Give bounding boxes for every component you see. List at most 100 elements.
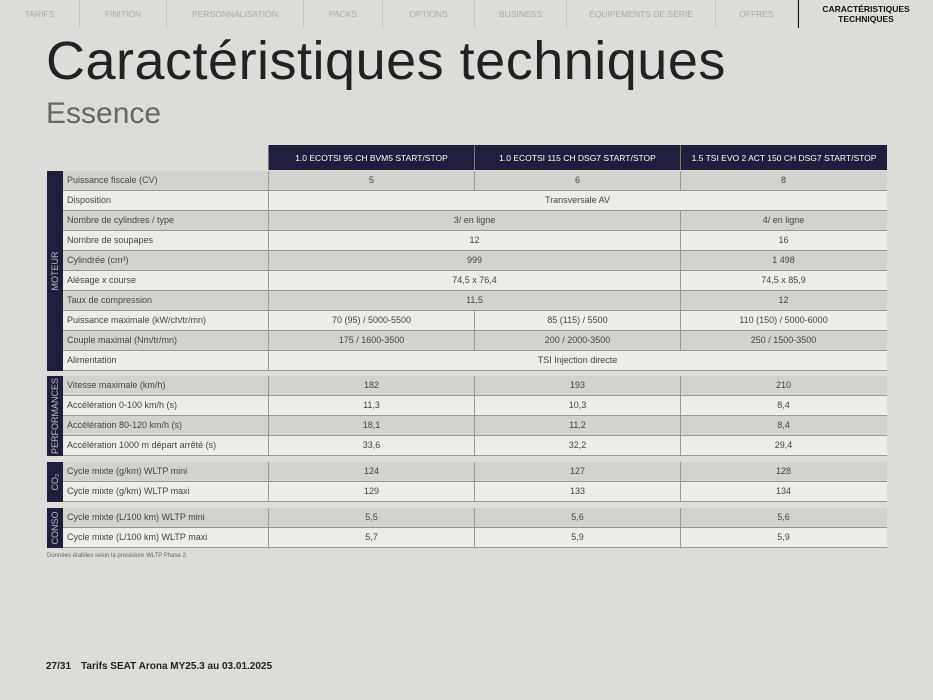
table-row: Alimentation TSI Injection directe	[63, 351, 887, 371]
top-nav: Tarifs Finition Personnalisation Packs Optio…	[0, 0, 933, 28]
section-2: CO₂ Cycle mixte (g/km) WLTP mini 124 127 128…	[47, 462, 887, 502]
cell-value: 70 (95) / 5000-5500	[268, 311, 474, 330]
cell-value: 5	[268, 171, 474, 190]
row-label: Couple maximal (Nm/tr/mn)	[67, 335, 178, 345]
table-row: Cycle mixte (L/100 km) WLTP mini 5,5 5,6 5,…	[63, 508, 887, 528]
table-row: Puissance fiscale (CV) 5 6 8	[63, 171, 887, 191]
nav-tab-1[interactable]: Finition	[80, 0, 167, 28]
cell-value: 10,3	[474, 396, 680, 415]
cell-value: 1 498	[680, 251, 886, 270]
nav-tab-2[interactable]: Personnalisation	[167, 0, 304, 28]
cell-value: 200 / 2000-3500	[474, 331, 680, 350]
row-label: Disposition	[67, 195, 112, 205]
nav-tab-7[interactable]: Offres	[716, 0, 798, 28]
cell-value: 12	[680, 291, 886, 310]
row-label: Cycle mixte (g/km) WLTP mini	[67, 466, 188, 476]
cell-value: 5,6	[680, 508, 886, 527]
cell-value: 129	[268, 482, 474, 501]
page-number: 27/31	[46, 661, 72, 672]
cell-value: 5,6	[474, 508, 680, 527]
cell-value: 33,6	[268, 436, 474, 455]
table-row: Nombre de cylindres / type 3/ en ligne 4/ …	[63, 211, 887, 231]
table-row: Nombre de soupapes 12 16	[63, 231, 887, 251]
table-row: Accélération 80-120 km/h (s) 18,1 11,2 8,4	[63, 416, 887, 436]
cell-value: Transversale AV	[268, 191, 886, 210]
nav-tab-3[interactable]: Packs	[304, 0, 383, 28]
row-label: Accélération 1000 m départ arrêté (s)	[67, 440, 217, 450]
cell-value: 3/ en ligne	[268, 211, 680, 230]
cell-value: 4/ en ligne	[680, 211, 886, 230]
cell-value: 182	[268, 376, 474, 395]
cell-value: 193	[474, 376, 680, 395]
section-0: MOTEUR Puissance fiscale (CV) 5 6 8 Dispositi…	[47, 171, 887, 371]
page-footer: 27/31 Tarifs SEAT Arona MY25.3 au 03.01.2…	[46, 661, 282, 672]
cell-value: 133	[474, 482, 680, 501]
nav-tab-4[interactable]: Options	[383, 0, 475, 28]
cell-value: 32,2	[474, 436, 680, 455]
table-row: Couple maximal (Nm/tr/mn) 175 / 1600-3500…	[63, 331, 887, 351]
cell-value: 8	[680, 171, 886, 190]
nav-tab-5[interactable]: Business	[475, 0, 567, 28]
row-label: Puissance fiscale (CV)	[67, 175, 158, 185]
section-name: CO₂	[50, 473, 60, 491]
cell-value: 250 / 1500-3500	[680, 331, 886, 350]
cell-value: 12	[268, 231, 680, 250]
table-row: Accélération 1000 m départ arrêté (s) 33,…	[63, 436, 887, 456]
engine-header: 1.5 TSI EVO 2 ACT 150 CH DSG7 START/STOP	[680, 145, 887, 170]
cell-value: 128	[680, 462, 886, 481]
cell-value: 5,5	[268, 508, 474, 527]
row-label: Taux de compression	[67, 295, 153, 305]
cell-value: 8,4	[680, 396, 886, 415]
table-row: Cycle mixte (L/100 km) WLTP maxi 5,7 5,9 5,…	[63, 528, 887, 548]
row-label: Alésage x course	[67, 275, 137, 285]
section-label: CONSO	[47, 508, 63, 548]
section-name: CONSO	[50, 511, 60, 545]
table-row: Cylindrée (cm³) 999 1 498	[63, 251, 887, 271]
cell-value: 210	[680, 376, 886, 395]
engine-header: 1.0 ECOTSI 115 CH DSG7 START/STOP	[474, 145, 680, 170]
cell-value: 6	[474, 171, 680, 190]
row-label: Accélération 80-120 km/h (s)	[67, 420, 183, 430]
document-title: Tarifs SEAT Arona MY25.3 au 03.01.2025	[81, 661, 273, 672]
table-row: Disposition Transversale AV	[63, 191, 887, 211]
cell-value: 74,5 x 76,4	[268, 271, 680, 290]
row-label: Alimentation	[67, 355, 117, 365]
table-row: Cycle mixte (g/km) WLTP maxi 129 133 134	[63, 482, 887, 502]
cell-value: 5,9	[474, 528, 680, 547]
section-3: CONSO Cycle mixte (L/100 km) WLTP mini 5,5…	[47, 508, 887, 548]
page-title: Caractéristiques techniques	[46, 31, 726, 91]
cell-value: 134	[680, 482, 886, 501]
cell-value: 16	[680, 231, 886, 250]
row-label: Cycle mixte (g/km) WLTP maxi	[67, 486, 190, 496]
table-row: Vitesse maximale (km/h) 182 193 210	[63, 376, 887, 396]
engine-header: 1.0 ECOTSI 95 CH BVM5 START/STOP	[268, 145, 474, 170]
nav-tab-active[interactable]: CARACTÉRISTIQUES TECHNIQUES	[798, 0, 933, 28]
table-row: Accélération 0-100 km/h (s) 11,3 10,3 8,4	[63, 396, 887, 416]
nav-tab-0[interactable]: Tarifs	[0, 0, 80, 28]
section-name: PERFORMANCES	[50, 377, 60, 455]
cell-value: 175 / 1600-3500	[268, 331, 474, 350]
cell-value: 74,5 x 85,9	[680, 271, 886, 290]
nav-tab-6[interactable]: Équipements de série	[567, 0, 716, 28]
cell-value: 18,1	[268, 416, 474, 435]
row-label: Cycle mixte (L/100 km) WLTP maxi	[67, 532, 208, 542]
row-label: Accélération 0-100 km/h (s)	[67, 400, 178, 410]
row-label: Puissance maximale (kW/ch/tr/mn)	[67, 315, 207, 325]
cell-value: 127	[474, 462, 680, 481]
cell-value: 11,5	[268, 291, 680, 310]
cell-value: 5,9	[680, 528, 886, 547]
table-row: Taux de compression 11,5 12	[63, 291, 887, 311]
row-label: Vitesse maximale (km/h)	[67, 380, 166, 390]
table-row: Puissance maximale (kW/ch/tr/mn) 70 (95) …	[63, 311, 887, 331]
section-name: MOTEUR	[50, 251, 60, 291]
section-label: MOTEUR	[47, 171, 63, 371]
row-label: Cycle mixte (L/100 km) WLTP mini	[67, 512, 205, 522]
cell-value: 5,7	[268, 528, 474, 547]
cell-value: 11,3	[268, 396, 474, 415]
cell-value: 11,2	[474, 416, 680, 435]
row-label: Cylindrée (cm³)	[67, 255, 129, 265]
cell-value: TSI Injection directe	[268, 351, 886, 370]
row-label: Nombre de soupapes	[67, 235, 154, 245]
section-label: PERFORMANCES	[47, 376, 63, 456]
page-subtitle: Essence	[46, 97, 162, 130]
